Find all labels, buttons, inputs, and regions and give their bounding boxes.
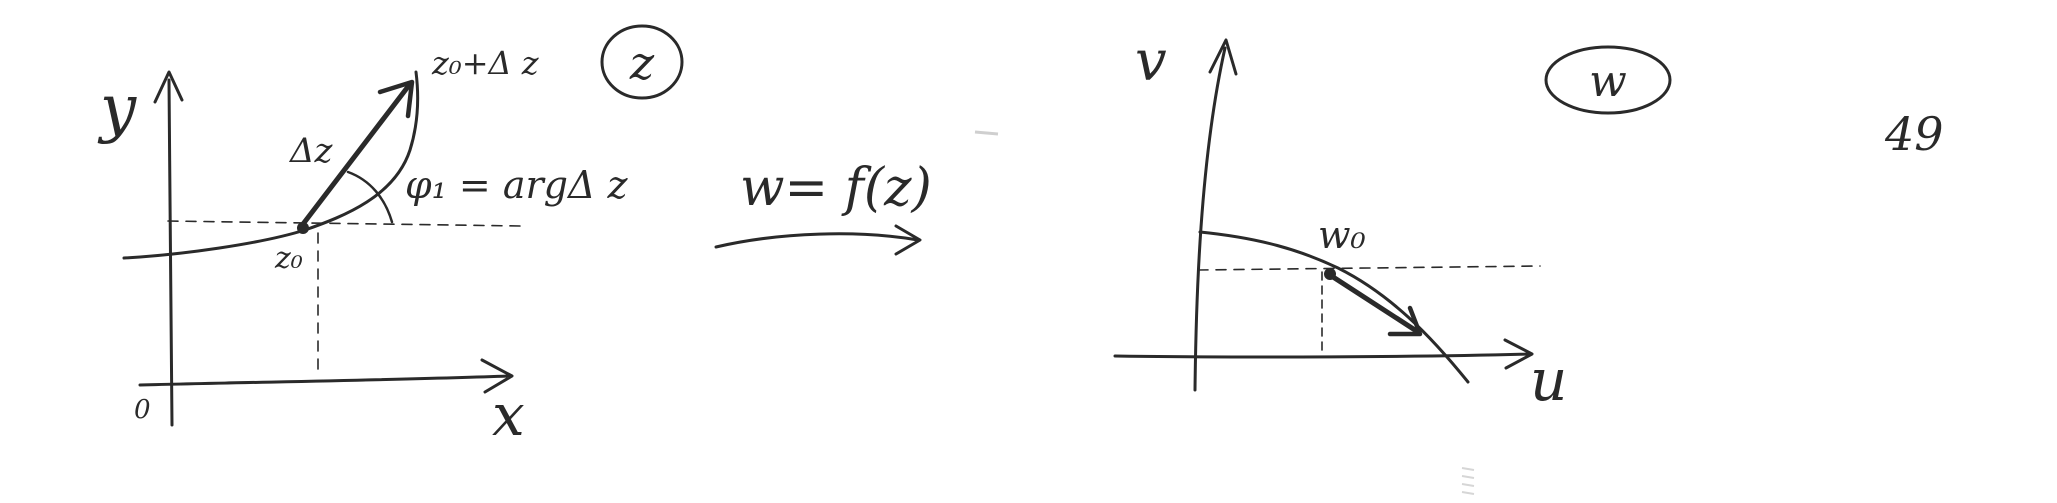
z-plane-badge-label: z — [629, 36, 655, 90]
w-plane: v u w₀ w — [1113, 29, 1672, 414]
page-number: 49 — [1884, 107, 1944, 161]
z0-point — [297, 222, 309, 234]
u-axis-label: u — [1530, 346, 1567, 414]
mapping: w= f(z) — [714, 158, 932, 256]
delta-z-vector — [297, 81, 413, 231]
w-plane-badge-label: w — [1589, 56, 1627, 107]
z0-label: z₀ — [274, 241, 303, 276]
w-plane-badge-circle — [1544, 45, 1672, 115]
v-axis-label: v — [1135, 29, 1167, 94]
z0-horizontal-guide — [167, 220, 521, 227]
w0-horizontal-guide — [1197, 265, 1541, 271]
mapping-arrow — [714, 224, 922, 256]
angle-arc — [346, 170, 394, 224]
y-axis-label: y — [97, 72, 137, 146]
image-vector-head — [1387, 305, 1423, 337]
z-plane-x-axis — [138, 358, 514, 394]
w-plane-v-axis — [1193, 38, 1238, 392]
w0-label: w₀ — [1318, 213, 1366, 257]
scan-mark — [1461, 467, 1475, 495]
angle-label: φ₁ = argΔ z — [405, 163, 629, 207]
delta-z-label: Δz — [288, 131, 334, 171]
image-vector — [1327, 272, 1421, 335]
w-plane-curve — [1198, 230, 1470, 384]
z0-plus-delta-z-label: z₀+Δ z — [431, 44, 540, 82]
mapping-label: w= f(z) — [740, 158, 932, 218]
z-plane-curve — [122, 70, 420, 260]
x-axis-label: x — [492, 381, 525, 449]
origin-label: 0 — [134, 395, 151, 425]
z-plane: y x 0 z₀ z₀+Δ z Δz φ₁ = argΔ z z — [97, 24, 684, 449]
z-plane-y-axis — [153, 70, 184, 427]
scan-mark — [974, 130, 999, 136]
w0-point — [1324, 268, 1336, 280]
w-plane-u-axis — [1113, 338, 1534, 370]
z-plane-badge-circle — [600, 24, 684, 100]
delta-z-vector-head — [377, 79, 415, 119]
